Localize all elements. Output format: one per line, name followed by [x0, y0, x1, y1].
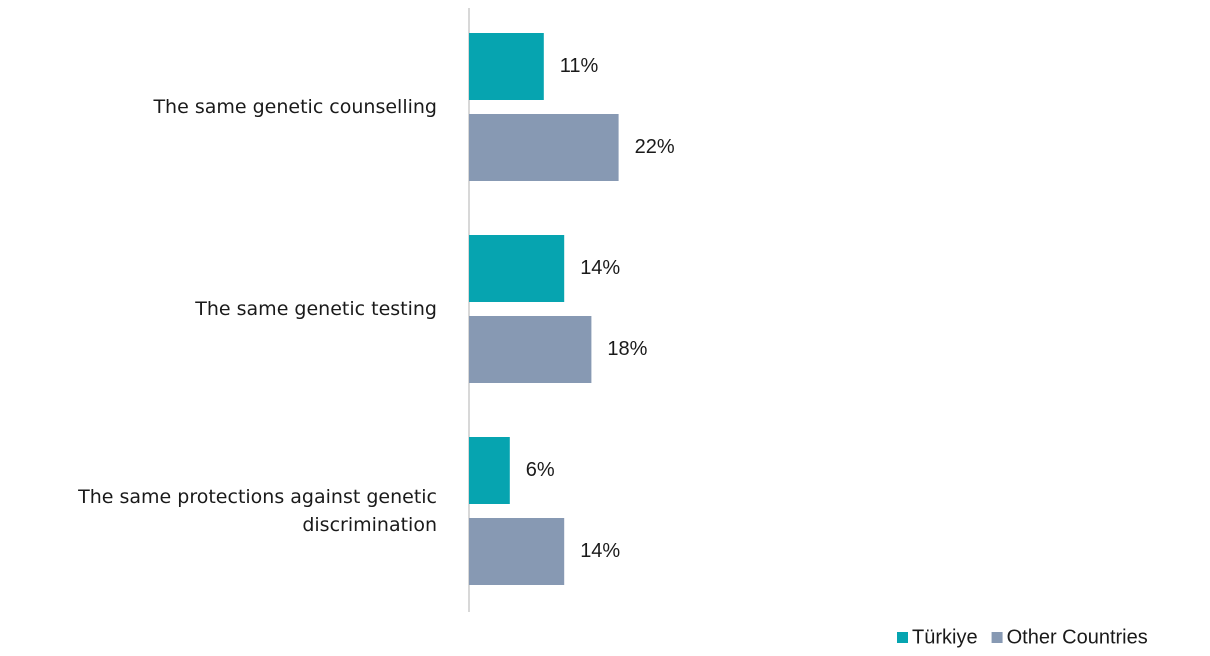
category-label: The same genetic testing — [195, 298, 437, 320]
value-label: 22% — [635, 136, 675, 158]
value-label: 14% — [580, 540, 620, 562]
bar — [469, 33, 544, 100]
legend-swatch — [897, 632, 908, 643]
legend-label: Other Countries — [1007, 626, 1148, 648]
category-label: The same protections against genetic dis… — [78, 486, 437, 536]
bar — [469, 114, 619, 181]
value-label: 6% — [526, 459, 555, 481]
legend-label: Türkiye — [912, 626, 978, 648]
legend-swatch — [991, 632, 1003, 643]
value-label: 14% — [580, 257, 620, 279]
bar — [469, 518, 565, 585]
value-label: 11% — [560, 55, 599, 77]
value-label: 18% — [607, 338, 647, 360]
category-label: The same genetic counselling — [153, 96, 437, 118]
bar — [469, 235, 565, 302]
bar — [469, 316, 592, 383]
bar — [469, 437, 510, 504]
